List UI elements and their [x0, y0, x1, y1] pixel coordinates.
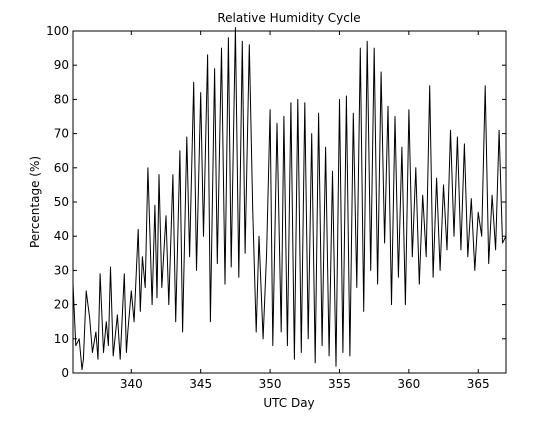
y-tick-label-10: 10	[54, 332, 69, 346]
x-tick-label-355: 355	[328, 377, 351, 391]
tick-labels-layer: 340 345 350 355 360 365 0 10 20 30 40 50 60 70 80 90 100	[46, 24, 490, 391]
y-tick-label-0: 0	[61, 366, 69, 380]
x-tick-label-350: 350	[259, 377, 282, 391]
x-axis-label: UTC Day	[263, 396, 314, 410]
y-tick-label-50: 50	[54, 195, 69, 209]
series-line-0	[72, 27, 507, 371]
y-tick-label-100: 100	[46, 24, 69, 38]
chart-title: Relative Humidity Cycle	[217, 11, 360, 25]
y-tick-label-70: 70	[54, 127, 69, 141]
y-tick-label-60: 60	[54, 161, 69, 175]
y-tick-label-90: 90	[54, 58, 69, 72]
line-layer	[72, 27, 507, 371]
y-tick-label-30: 30	[54, 263, 69, 277]
plot-frame	[72, 30, 507, 374]
x-tick-label-360: 360	[397, 377, 420, 391]
x-tick-label-340: 340	[120, 377, 143, 391]
y-tick-label-20: 20	[54, 298, 69, 312]
y-axis-label: Percentage (%)	[28, 156, 42, 248]
x-tick-label-345: 345	[189, 377, 212, 391]
y-tick-label-80: 80	[54, 92, 69, 106]
x-tick-label-365: 365	[467, 377, 490, 391]
y-tick-label-40: 40	[54, 229, 69, 243]
